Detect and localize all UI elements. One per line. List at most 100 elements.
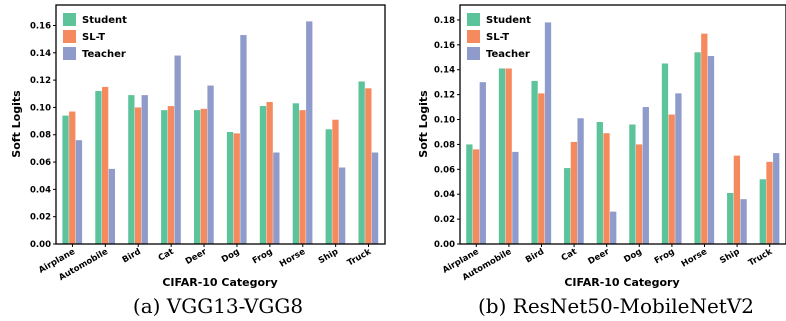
x-tick-label: Cat bbox=[560, 247, 579, 264]
y-tick-label: 0.06 bbox=[30, 158, 51, 168]
chart-panel-a: 0.000.020.040.060.080.100.120.140.16 Air… bbox=[10, 4, 386, 318]
plot-frame bbox=[55, 4, 386, 245]
x-tick-label: Dog bbox=[220, 247, 241, 265]
legend-swatch-student bbox=[63, 13, 76, 26]
x-tick-label: Bird bbox=[121, 247, 143, 265]
bar-student-deer bbox=[596, 122, 603, 244]
chart-panel-b: 0.00 0.02 0.04 0.06 0.08 0.10 0.12 0.14 0.16 0.18… bbox=[417, 4, 786, 318]
bar-student-dog bbox=[226, 132, 234, 244]
plot-frame bbox=[459, 4, 786, 245]
bar-teacher-truck bbox=[773, 153, 780, 244]
bar-teacher-airplane bbox=[479, 82, 486, 244]
bar-sl-t-bird bbox=[134, 107, 142, 244]
bar-teacher-deer bbox=[610, 211, 617, 244]
bar-student-truck bbox=[759, 179, 766, 244]
bar-teacher-bird bbox=[544, 22, 552, 245]
x-tick-label: Truck bbox=[346, 247, 374, 269]
y-tick-labels: 0.00 0.02 0.04 0.06 0.08 0.10 0.12 0.14 0.16 0.18 bbox=[434, 16, 460, 250]
bar-student-cat bbox=[564, 168, 571, 244]
bar-sl-t-truck bbox=[766, 161, 773, 244]
x-tick-label: Ship bbox=[718, 247, 741, 266]
y-tick-label: 0.12 bbox=[434, 91, 455, 101]
y-tick-label: 0.14 bbox=[434, 66, 455, 76]
bar-student-dog bbox=[629, 124, 636, 244]
bar-teacher-ship bbox=[740, 199, 747, 244]
bar-teacher-airplane bbox=[75, 140, 83, 244]
x-tick-label: Horse bbox=[680, 247, 709, 270]
bar-teacher-ship bbox=[339, 167, 346, 244]
bar-teacher-frog bbox=[273, 152, 280, 244]
legend-label-teacher: Teacher bbox=[82, 49, 126, 60]
legend-swatch-student bbox=[467, 13, 480, 26]
bar-student-cat bbox=[161, 110, 168, 244]
bar-sl-t-ship bbox=[332, 119, 339, 244]
bar-sl-t-deer bbox=[603, 133, 610, 244]
bar-sl-t-horse bbox=[299, 110, 306, 244]
y-tick-label: 0.08 bbox=[30, 131, 51, 141]
legend-label-student: Student bbox=[486, 15, 531, 26]
bar-sl-t-cat bbox=[570, 141, 578, 244]
bar-teacher-automobile bbox=[108, 168, 115, 244]
bar-student-frog bbox=[661, 63, 669, 245]
x-tick-label: Cat bbox=[157, 247, 176, 264]
bar-teacher-dog bbox=[642, 107, 649, 245]
legend-swatch-slt bbox=[467, 30, 480, 43]
bar-sl-t-dog bbox=[635, 144, 643, 244]
y-tick-label: 0.00 bbox=[434, 240, 455, 250]
bar-student-automobile bbox=[498, 68, 506, 244]
bar-sl-t-dog bbox=[233, 133, 240, 244]
x-axis-label: CIFAR-10 Category bbox=[162, 276, 277, 289]
caption-b: (b) ResNet50-MobileNetV2 bbox=[478, 294, 754, 318]
bar-teacher-frog bbox=[675, 93, 682, 244]
y-tick-label: 0.04 bbox=[434, 190, 455, 200]
legend-swatch-slt bbox=[63, 30, 76, 43]
x-tick-label: Ship bbox=[317, 247, 340, 266]
bar-student-deer bbox=[194, 110, 201, 244]
x-tick-label: Bird bbox=[524, 247, 546, 265]
bar-sl-t-automobile bbox=[505, 68, 512, 244]
legend-label-teacher: Teacher bbox=[486, 49, 530, 60]
bars-group bbox=[62, 21, 379, 245]
x-tick-label: Truck bbox=[747, 247, 775, 269]
y-tick-label: 0.06 bbox=[434, 165, 455, 175]
bar-teacher-bird bbox=[141, 95, 148, 244]
bar-sl-t-airplane bbox=[472, 149, 480, 244]
legend: Student SL-T Teacher bbox=[63, 13, 127, 60]
y-tick-label: 0.08 bbox=[434, 140, 455, 150]
bars-group bbox=[466, 22, 780, 245]
y-tick-labels: 0.00 0.02 0.04 0.06 0.08 0.10 0.12 0.14 0.16 bbox=[30, 21, 56, 250]
bar-student-bird bbox=[531, 80, 538, 245]
x-tick-label: Dog bbox=[622, 247, 643, 265]
y-tick-label: 0.18 bbox=[434, 16, 455, 26]
bar-sl-t-frog bbox=[266, 101, 273, 244]
bar-teacher-horse bbox=[707, 56, 715, 245]
bar-teacher-deer bbox=[207, 85, 214, 244]
y-tick-label: 0.00 bbox=[30, 240, 51, 250]
bar-sl-t-cat bbox=[167, 106, 175, 244]
bar-sl-t-automobile bbox=[102, 86, 109, 244]
bar-sl-t-bird bbox=[538, 93, 545, 244]
y-tick-label: 0.10 bbox=[30, 103, 51, 113]
bar-teacher-dog bbox=[240, 35, 247, 244]
bar-sl-t-horse bbox=[701, 33, 708, 245]
bar-student-horse bbox=[292, 103, 299, 245]
y-axis-label: Soft Logits bbox=[417, 90, 430, 158]
bar-student-airplane bbox=[466, 144, 473, 244]
y-axis-label: Soft Logits bbox=[10, 90, 23, 158]
x-tick-label: Frog bbox=[251, 247, 275, 266]
y-tick-label: 0.14 bbox=[30, 49, 51, 59]
bar-sl-t-ship bbox=[733, 155, 741, 244]
bar-teacher-cat bbox=[174, 55, 181, 244]
y-tick-label: 0.04 bbox=[30, 185, 51, 195]
y-tick-label: 0.16 bbox=[434, 41, 455, 51]
x-tick-label: Deer bbox=[586, 247, 611, 267]
x-tick-label: Deer bbox=[184, 247, 209, 267]
bar-student-automobile bbox=[95, 91, 102, 244]
y-tick-label: 0.02 bbox=[434, 215, 455, 225]
bar-student-bird bbox=[128, 95, 135, 244]
bar-student-horse bbox=[694, 52, 701, 245]
y-tick-label: 0.02 bbox=[30, 213, 51, 223]
bar-sl-t-airplane bbox=[69, 111, 76, 244]
bar-student-ship bbox=[325, 129, 332, 244]
